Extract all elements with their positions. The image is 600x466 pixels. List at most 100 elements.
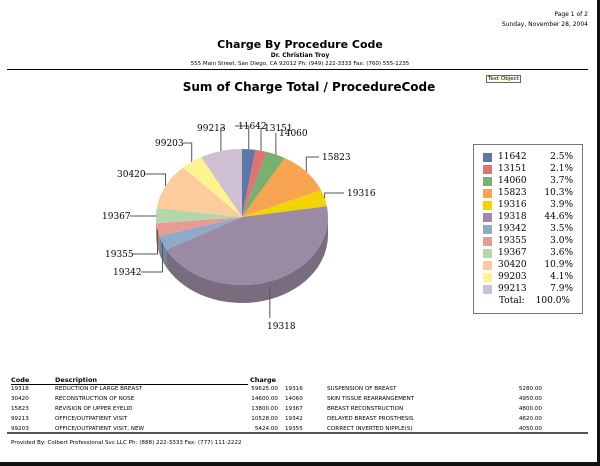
legend-item: 19355 3.0%	[483, 236, 579, 248]
charge: 4950.00	[518, 396, 542, 402]
code: 19355	[285, 426, 303, 432]
pie-slice-19355	[156, 217, 242, 236]
charge: 4620.00	[518, 416, 542, 422]
legend-code: 19318	[498, 212, 527, 222]
legend-item: 11642 2.5%	[483, 152, 579, 164]
table-row: 15823 REVISION OF UPPER EYELID 13800.00 …	[11, 406, 590, 416]
legend-item: 15823 10.3%	[483, 188, 579, 200]
code: 99203	[11, 426, 29, 432]
code: 19367	[285, 406, 303, 412]
legend-percent: 10.9%	[544, 260, 573, 270]
description: OFFICE/OUTPATIENT VISIT	[55, 416, 128, 422]
text-object[interactable]: Text Object	[486, 75, 521, 83]
footer-provider: Provided By: Colbert Professional Svc LL…	[11, 440, 242, 446]
pie-slice-14060	[242, 151, 285, 217]
description: CORRECT INVERTED NIPPLE(S)	[327, 426, 413, 432]
slice-label: 15823	[322, 153, 351, 163]
slice-label: 19316	[347, 189, 376, 199]
slice-label: 11642	[238, 122, 267, 132]
code: 15823	[11, 406, 29, 412]
slice-label: 99203	[155, 139, 184, 149]
code: 99213	[11, 416, 29, 422]
description: RECONSTRUCTION OF NOSE	[55, 396, 135, 402]
legend-code: 99203	[498, 272, 527, 282]
pie-slice-11642	[242, 149, 256, 217]
legend-total-label: Total:	[499, 296, 525, 306]
legend-swatch	[483, 165, 492, 174]
legend-code: 11642	[498, 152, 527, 162]
charge: 13800.00	[251, 406, 278, 412]
description: REDUCTION OF LARGE BREAST	[55, 386, 143, 392]
legend-percent: 2.5%	[550, 152, 573, 162]
legend-swatch	[483, 237, 492, 246]
charge: 14600.00	[251, 396, 278, 402]
slice-label: 19355	[105, 250, 134, 260]
legend-swatch	[483, 213, 492, 222]
legend-percent: 3.5%	[550, 224, 573, 234]
slice-label: 99213	[197, 124, 226, 134]
legend-code: 19342	[498, 224, 527, 234]
pie-slice-15823	[242, 158, 322, 217]
charge: 4800.00	[518, 406, 542, 412]
header-charge: Charge	[250, 376, 277, 384]
description: REVISION OF UPPER EYELID	[55, 406, 133, 412]
leader-line	[145, 173, 167, 186]
description: SUSPENSION OF BREAST	[327, 386, 397, 392]
header-code: Code	[11, 376, 30, 384]
leader-line	[324, 192, 344, 199]
legend-code: 30420	[498, 260, 527, 270]
legend-code: 14060	[498, 176, 527, 186]
table-row: 30420 RECONSTRUCTION OF NOSE 14600.00 14…	[11, 396, 590, 406]
leader-line	[235, 125, 250, 150]
slice-label: 30420	[117, 170, 146, 180]
address: 555 Main Street, San Diego, CA 92012 Ph:…	[190, 61, 410, 67]
pie-slice-19316	[242, 190, 327, 217]
charge: 5280.00	[518, 386, 542, 392]
legend-swatch	[483, 249, 492, 258]
doctor-name: Dr. Christian Troy	[270, 52, 330, 59]
legend-percent: 3.7%	[550, 176, 573, 186]
description: BREAST RECONSTRUCTION	[327, 406, 404, 412]
legend-code: 15823	[498, 188, 527, 198]
legend-code: 99213	[498, 284, 527, 294]
legend-item: 19316 3.9%	[483, 200, 579, 212]
description: DELAYED BREAST PROSTHESIS	[327, 416, 414, 422]
code: 30420	[11, 396, 29, 402]
legend-code: 19316	[498, 200, 527, 210]
legend-percent: 10.3%	[544, 188, 573, 198]
code: 14060	[285, 396, 303, 402]
report-date: Sunday, November 28, 2004	[501, 21, 588, 28]
legend-item: 30420 10.9%	[483, 260, 579, 272]
legend-code: 19355	[498, 236, 527, 246]
legend-swatch	[483, 189, 492, 198]
pie-slice-13151	[242, 149, 267, 217]
legend-swatch	[483, 153, 492, 162]
leader-line	[133, 229, 158, 255]
slice-label: 19318	[267, 322, 296, 332]
charge: 5424.00	[254, 426, 278, 432]
header-divider	[7, 69, 588, 70]
table-header-divider	[11, 384, 248, 385]
legend-swatch	[483, 261, 492, 270]
slice-label: 14060	[279, 129, 308, 139]
legend-swatch	[483, 285, 492, 294]
page-shadow	[597, 0, 600, 466]
legend-swatch	[483, 201, 492, 210]
slice-label: 19367	[102, 212, 131, 222]
leader-line	[220, 127, 225, 152]
legend-total-value: 100.0%	[535, 296, 570, 306]
slice-label: 13151	[264, 124, 293, 134]
legend-percent: 4.1%	[550, 272, 573, 282]
leader-line	[183, 142, 193, 162]
legend-percent: 44.6%	[544, 212, 573, 222]
charge: 59625.00	[251, 386, 278, 392]
code: 19342	[285, 416, 303, 422]
legend-item: 19318 44.6%	[483, 212, 579, 224]
code: 19316	[285, 386, 303, 392]
leader-line	[305, 156, 319, 172]
legend-swatch	[483, 273, 492, 282]
table-row: 99203 OFFICE/OUTPATIENT VISIT, NEW 5424.…	[11, 426, 590, 436]
legend-item: 14060 3.7%	[483, 176, 579, 188]
